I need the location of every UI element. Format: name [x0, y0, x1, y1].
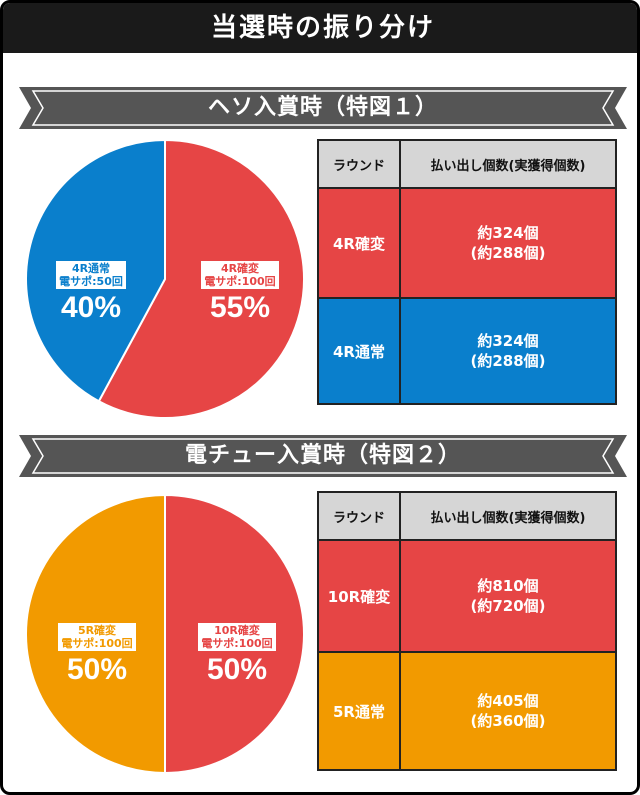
- section-2-title: 電チュー入賞時（特図２）: [184, 443, 461, 468]
- ribbon-shape: [19, 435, 627, 477]
- round-cell: 5R通常: [317, 651, 401, 771]
- payout-value: 約324個: [477, 332, 539, 350]
- slice-percent: 40%: [60, 291, 122, 324]
- slice-name: 10R確変: [214, 624, 260, 637]
- slice-percent: 50%: [66, 653, 128, 686]
- pie-1-slice-1-label: 4R確変 電サポ:100回 55%: [195, 261, 285, 327]
- pie-1-slice-1-tag: 4R確変 電サポ:100回: [201, 261, 279, 289]
- payout-actual: (約360個): [470, 712, 546, 730]
- header-round: ラウンド: [317, 491, 401, 541]
- round-cell: 4R確変: [317, 187, 401, 299]
- payout-table-heso: ラウンド 払い出し個数(実獲得個数) 4R確変 約324個 (約288個) 4R通…: [317, 139, 617, 405]
- page-title: 当選時の振り分け: [3, 3, 637, 53]
- payout-cell: 約324個 (約288個): [399, 187, 617, 299]
- table-row: 4R通常 約324個 (約288個): [317, 297, 617, 405]
- round-cell: 10R確変: [317, 539, 401, 653]
- slice-name: 4R通常: [71, 262, 111, 275]
- pie-1-slice-2-label: 4R通常 電サポ:50回 40%: [46, 261, 136, 327]
- payout-table-denchu: ラウンド 払い出し個数(実獲得個数) 10R確変 約810個 (約720個) 5R…: [317, 491, 617, 771]
- slice-percent: 55%: [209, 291, 271, 324]
- payout-cell: 約810個 (約720個): [399, 539, 617, 653]
- slice-sub: 電サポ:50回: [59, 275, 123, 288]
- pie-2-slice-2-tag: 5R確変 電サポ:100回: [58, 623, 136, 651]
- slice-sub: 電サポ:100回: [61, 637, 133, 650]
- slice-name: 5R確変: [77, 624, 117, 637]
- payout-cell: 約405個 (約360個): [399, 651, 617, 771]
- payout-value: 約405個: [477, 692, 539, 710]
- section-1-ribbon: ヘソ入賞時（特図１）: [19, 87, 627, 129]
- payout-actual: (約288個): [470, 244, 546, 262]
- payout-value: 約810個: [477, 577, 539, 595]
- slice-sub: 電サポ:100回: [201, 637, 273, 650]
- header-round: ラウンド: [317, 139, 401, 189]
- round-cell: 4R通常: [317, 297, 401, 405]
- table-row: 4R確変 約324個 (約288個): [317, 187, 617, 299]
- header-payout: 払い出し個数(実獲得個数): [399, 491, 617, 541]
- section-2-ribbon: 電チュー入賞時（特図２）: [19, 435, 627, 477]
- table-row: 10R確変 約810個 (約720個): [317, 539, 617, 653]
- payout-actual: (約720個): [470, 597, 546, 615]
- slice-sub: 電サポ:100回: [204, 275, 276, 288]
- table-row: 5R通常 約405個 (約360個): [317, 651, 617, 771]
- pie-2-slice-1-label: 10R確変 電サポ:100回 50%: [189, 623, 285, 689]
- payout-actual: (約288個): [470, 352, 546, 370]
- slice-name: 4R確変: [220, 262, 260, 275]
- header-payout: 払い出し個数(実獲得個数): [399, 139, 617, 189]
- pie-2-slice-2-label: 5R確変 電サポ:100回 50%: [49, 623, 145, 689]
- slice-percent: 50%: [206, 653, 268, 686]
- payout-value: 約324個: [477, 224, 539, 242]
- ribbon-shape: [19, 87, 627, 129]
- payout-cell: 約324個 (約288個): [399, 297, 617, 405]
- pie-2-slice-1-tag: 10R確変 電サポ:100回: [198, 623, 276, 651]
- pie-1-slice-2-tag: 4R通常 電サポ:50回: [56, 261, 126, 289]
- section-1-title: ヘソ入賞時（特図１）: [207, 95, 438, 120]
